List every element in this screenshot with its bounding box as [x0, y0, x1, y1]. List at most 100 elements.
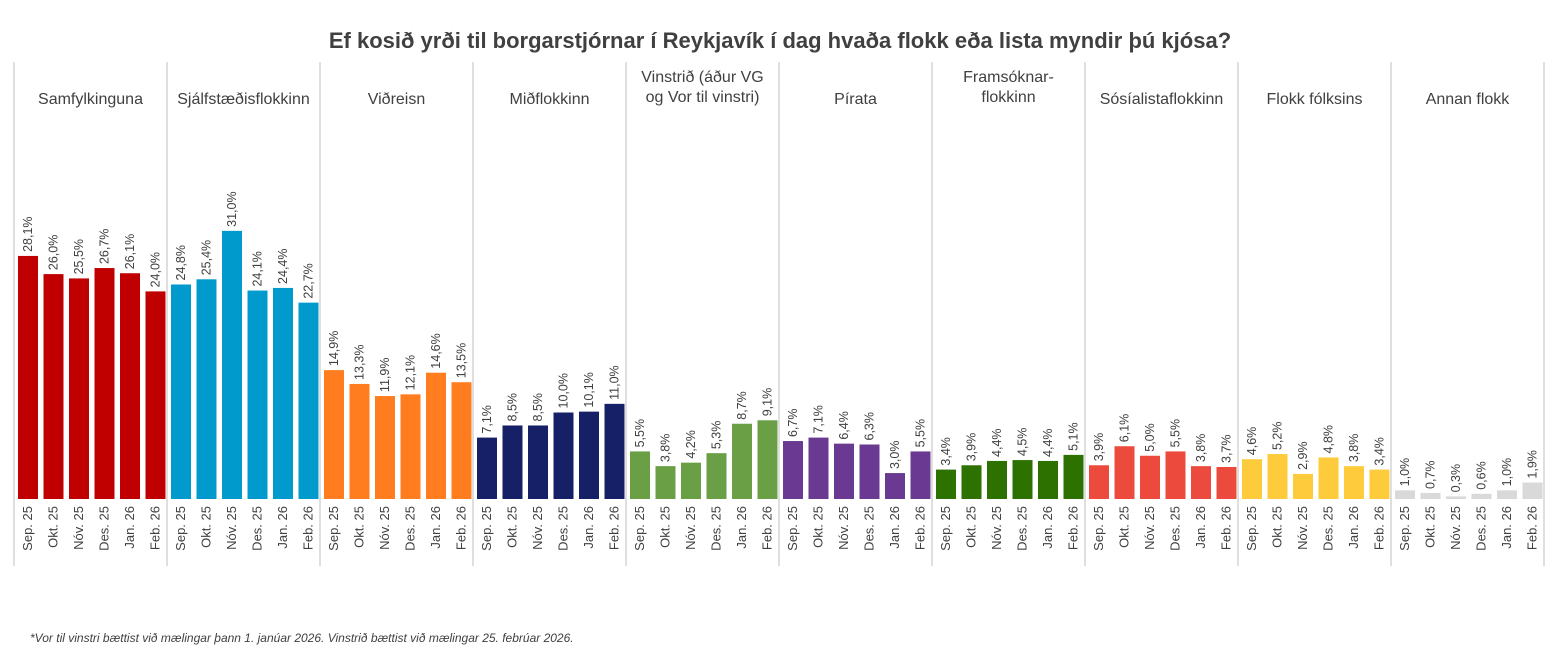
- data-label: 5,1%: [1067, 422, 1081, 451]
- data-label: 3,4%: [939, 437, 953, 466]
- data-label: 25,5%: [72, 239, 86, 274]
- bar: [579, 411, 599, 499]
- bar: [604, 403, 625, 499]
- tick-label: Jan. 26: [428, 506, 443, 549]
- tick-label: Sep. 25: [1091, 506, 1106, 551]
- bar: [69, 278, 89, 499]
- tick-label: Sep. 25: [938, 506, 953, 551]
- tick-label: Sep. 25: [479, 506, 494, 551]
- tick-label: Des. 25: [403, 506, 418, 551]
- data-label: 13,3%: [353, 345, 367, 380]
- bar: [987, 460, 1007, 499]
- party-label: flokkinn: [981, 89, 1035, 106]
- data-label: 26,7%: [98, 229, 112, 264]
- bar: [120, 273, 140, 499]
- tick-label: Des. 25: [709, 506, 724, 551]
- tick-label: Nóv. 25: [836, 506, 851, 550]
- tick-label: Feb. 26: [301, 506, 316, 550]
- data-label: 6,1%: [1118, 414, 1132, 443]
- tick-label: Jan. 26: [1193, 506, 1208, 549]
- tick-label: Nóv. 25: [1142, 506, 1157, 550]
- bar: [43, 274, 64, 499]
- data-label: 6,7%: [786, 409, 800, 438]
- tick-label: Nóv. 25: [377, 506, 392, 550]
- party-label: Samfylkinguna: [38, 91, 143, 108]
- bar: [1089, 465, 1109, 499]
- tick-label: Feb. 26: [607, 506, 622, 550]
- data-label: 13,5%: [455, 343, 469, 378]
- data-label: 6,3%: [863, 412, 877, 441]
- tick-label: Des. 25: [250, 506, 265, 551]
- bar: [273, 287, 293, 499]
- tick-label: Okt. 25: [811, 506, 826, 548]
- tick-label: Feb. 26: [760, 506, 775, 550]
- bar: [1446, 496, 1466, 499]
- tick-label: Jan. 26: [887, 506, 902, 549]
- bar: [553, 412, 574, 499]
- bar: [834, 443, 854, 499]
- tick-label: Des. 25: [97, 506, 112, 551]
- bar: [222, 230, 242, 499]
- data-label: 24,8%: [174, 245, 188, 280]
- party-label: Viðreisn: [368, 91, 426, 108]
- data-label: 3,8%: [1347, 434, 1361, 463]
- party-label: Sósíalistaflokkinn: [1100, 91, 1224, 108]
- bar: [477, 437, 497, 499]
- party-label: Sjálfstæðisflokkinn: [177, 91, 310, 108]
- tick-label: Nóv. 25: [530, 506, 545, 550]
- data-label: 4,4%: [1041, 428, 1055, 457]
- tick-label: Okt. 25: [1117, 506, 1132, 548]
- data-label: 25,4%: [200, 240, 214, 275]
- tick-label: Jan. 26: [1499, 506, 1514, 549]
- bar: [375, 396, 395, 499]
- tick-label: Des. 25: [1168, 506, 1183, 551]
- bar: [910, 451, 931, 499]
- tick-label: Des. 25: [862, 506, 877, 551]
- bar: [1369, 469, 1390, 499]
- party-label: Annan flokk: [1426, 91, 1511, 108]
- data-label: 28,1%: [21, 216, 35, 251]
- tick-label: Feb. 26: [1219, 506, 1234, 550]
- data-label: 9,1%: [761, 388, 775, 417]
- tick-label: Nóv. 25: [224, 506, 239, 550]
- data-label: 10,0%: [557, 373, 571, 408]
- bar: [681, 462, 701, 499]
- tick-label: Okt. 25: [46, 506, 61, 548]
- data-label: 22,7%: [302, 263, 316, 298]
- bar: [630, 451, 650, 499]
- bar: [808, 437, 829, 499]
- bar: [936, 469, 956, 499]
- bar: [1471, 493, 1492, 499]
- tick-label: Jan. 26: [122, 506, 137, 549]
- tick-label: Sep. 25: [173, 506, 188, 551]
- tick-label: Nóv. 25: [1295, 506, 1310, 550]
- data-label: 24,1%: [251, 251, 265, 286]
- bar: [247, 290, 268, 499]
- bar: [451, 382, 472, 499]
- data-label: 2,9%: [1296, 441, 1310, 470]
- bar: [1165, 451, 1186, 499]
- data-label: 5,0%: [1143, 423, 1157, 452]
- tick-label: Sep. 25: [1397, 506, 1412, 551]
- tick-label: Nóv. 25: [1448, 506, 1463, 550]
- bar: [171, 284, 191, 499]
- data-label: 26,1%: [123, 234, 137, 269]
- party-label: Miðflokkinn: [509, 91, 589, 108]
- bar: [655, 466, 676, 499]
- data-label: 0,6%: [1475, 461, 1489, 490]
- data-label: 3,4%: [1373, 437, 1387, 466]
- bar: [1114, 446, 1135, 499]
- data-label: 7,1%: [812, 405, 826, 434]
- data-label: 4,6%: [1245, 427, 1259, 456]
- bar: [1012, 460, 1033, 499]
- bar: [324, 370, 344, 499]
- bar: [426, 372, 446, 499]
- data-label: 4,8%: [1322, 425, 1336, 454]
- tick-label: Feb. 26: [1525, 506, 1540, 550]
- bar: [298, 302, 319, 499]
- party-label: Framsóknar-: [963, 69, 1054, 86]
- data-label: 1,9%: [1526, 450, 1540, 479]
- tick-label: Sep. 25: [326, 506, 341, 551]
- data-label: 4,4%: [990, 428, 1004, 457]
